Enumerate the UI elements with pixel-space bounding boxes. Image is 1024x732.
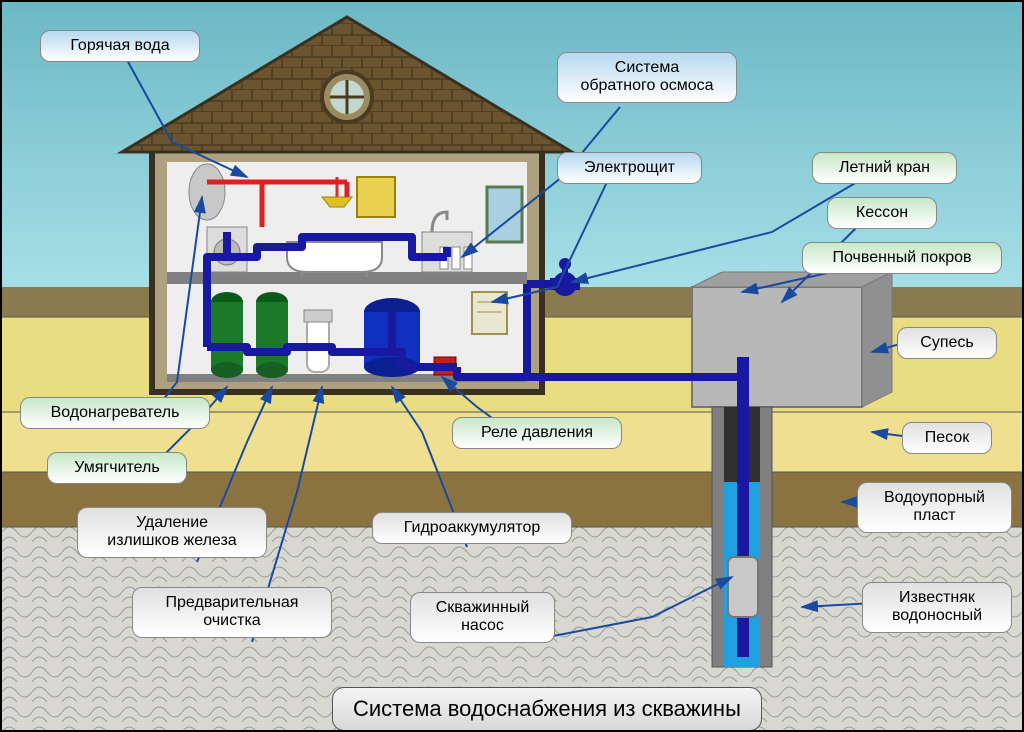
label-softener: Умягчитель — [47, 452, 187, 484]
label-topsoil: Почвенный покров — [802, 242, 1002, 274]
label-osmosis: Система обратного осмоса — [557, 52, 737, 103]
label-accumulator: Гидроаккумулятор — [372, 512, 572, 544]
label-hot_water: Горячая вода — [40, 30, 200, 62]
label-electro: Электрощит — [557, 152, 702, 184]
diagram-canvas: Горячая вода Система обратного осмоса Элек… — [0, 0, 1024, 732]
label-sandy_loam: Супесь — [897, 327, 997, 359]
label-aquiclude: Водоупорный пласт — [857, 482, 1012, 533]
label-heater: Водонагреватель — [20, 397, 210, 429]
label-iron_removal: Удаление излишков железа — [77, 507, 267, 558]
label-sand: Песок — [902, 422, 992, 454]
label-caisson: Кессон — [827, 197, 937, 229]
diagram-title: Система водоснабжения из скважины — [332, 687, 762, 731]
label-prefilter: Предварительная очистка — [132, 587, 332, 638]
label-limestone: Известняк водоносный — [862, 582, 1012, 633]
label-summer_tap: Летний кран — [812, 152, 957, 184]
label-pressure_relay: Реле давления — [452, 417, 622, 449]
label-pump: Скважинный насос — [410, 592, 555, 643]
